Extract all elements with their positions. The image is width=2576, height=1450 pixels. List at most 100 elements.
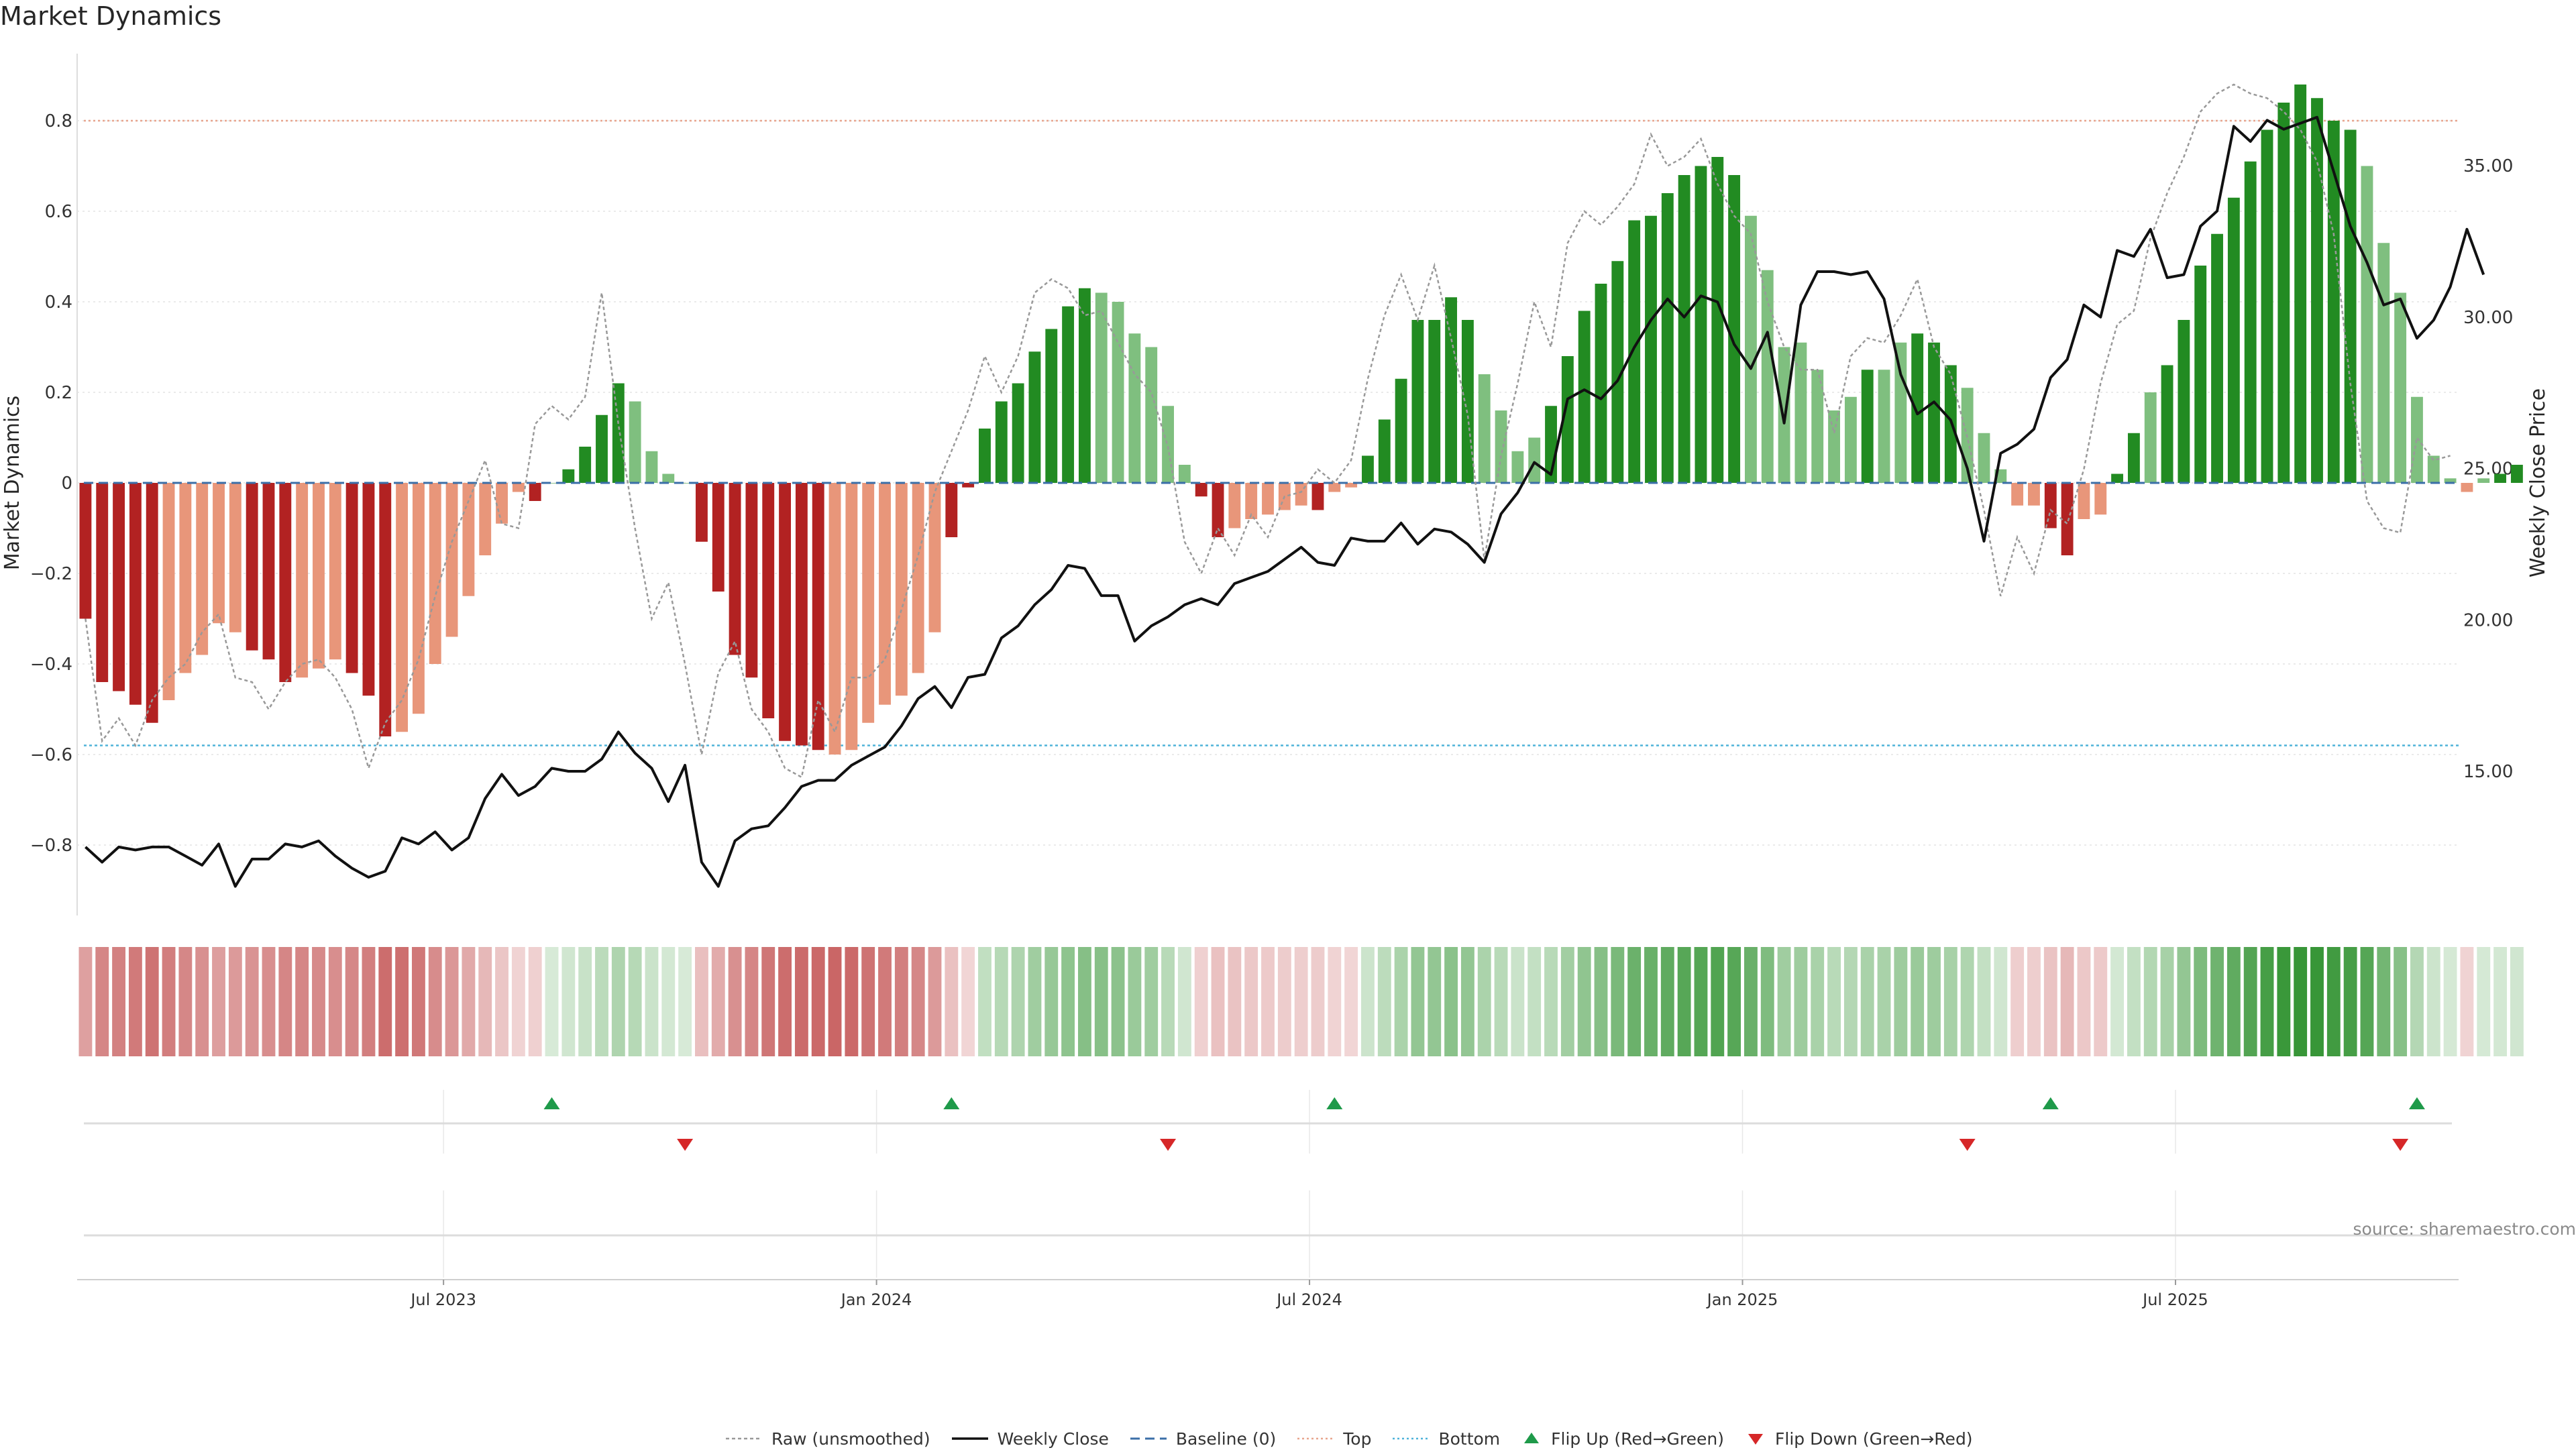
dynamics-bar (263, 483, 275, 659)
dynamics-bar (1328, 483, 1340, 492)
heat-strip-cell (1495, 947, 1508, 1056)
heat-strip-cell (1695, 947, 1708, 1056)
dynamics-bar (1845, 397, 1857, 483)
y-tick-label: −0.4 (30, 655, 72, 675)
heat-strip-cell (1744, 947, 1758, 1056)
dynamics-bar (1511, 451, 1523, 483)
dynamics-bar (712, 483, 724, 592)
heat-strip-cell (2210, 947, 2224, 1056)
y-axis-title: Market Dynamics (1, 396, 24, 571)
heat-strip-cell (2510, 947, 2524, 1056)
heat-strip-cell (1212, 947, 1225, 1056)
heat-strip-cell (2310, 947, 2324, 1056)
heat-strip-cell (1361, 947, 1375, 1056)
heat-strip-cell (1961, 947, 1974, 1056)
heat-strip-cell (1794, 947, 1807, 1056)
y-tick-label: 0.8 (45, 111, 72, 131)
heat-strip-cell (246, 947, 259, 1056)
heat-strip-cell (2460, 947, 2473, 1056)
heat-strip-cell (262, 947, 276, 1056)
heat-strip-cell (1944, 947, 1957, 1056)
flip-down-marker (1160, 1139, 1176, 1151)
dynamics-bar (163, 483, 175, 700)
legend-label-top: Top (1343, 1429, 1371, 1449)
heat-strip-cell (412, 947, 425, 1056)
heat-strip-cell (961, 947, 975, 1056)
heat-strip-cell (1461, 947, 1474, 1056)
heat-strip-cell (129, 947, 142, 1056)
dynamics-bar (1878, 370, 1890, 483)
dynamics-bar (396, 483, 408, 732)
heat-strip-cell (1328, 947, 1341, 1056)
heat-strip-cell (1595, 947, 1608, 1056)
dynamics-bar (1828, 410, 1840, 483)
heat-strip-cell (495, 947, 508, 1056)
dynamics-bar (1195, 483, 1208, 496)
legend-item-close: Weekly Close (951, 1429, 1109, 1449)
heat-strip-cell (878, 947, 892, 1056)
heat-strip-cell (895, 947, 908, 1056)
heat-strip-cell (212, 947, 225, 1056)
legend-item-baseline: Baseline (0) (1129, 1429, 1276, 1449)
heat-strip-cell (2161, 947, 2174, 1056)
dynamics-bar (1911, 333, 1923, 483)
heat-strip-cell (978, 947, 991, 1056)
dynamics-bar (796, 483, 808, 746)
y-tick-label: 0 (61, 473, 72, 494)
heat-strip-cell (2277, 947, 2290, 1056)
dynamics-bar (1079, 288, 1091, 483)
heat-strip-cell (1661, 947, 1674, 1056)
heat-strip-cell (1311, 947, 1325, 1056)
heat-strip-cell (1378, 947, 1391, 1056)
dynamics-bar (213, 483, 225, 623)
heat-strip-cell (2344, 947, 2357, 1056)
heat-strip-cell (1544, 947, 1558, 1056)
dynamics-bar (246, 483, 258, 651)
heat-strip-cell (1444, 947, 1458, 1056)
flip-down-marker (2392, 1139, 2408, 1151)
dynamics-bar (1894, 343, 1907, 483)
heat-strip-cell (1178, 947, 1191, 1056)
dynamics-bar (96, 483, 108, 682)
heat-strip-cell (1428, 947, 1441, 1056)
heat-strip-cell (1561, 947, 1574, 1056)
dynamics-bar (2194, 266, 2206, 483)
dynamics-bar (662, 474, 674, 484)
flip-down-marker (677, 1139, 693, 1151)
heat-strip-cell (845, 947, 858, 1056)
heat-strip-cell (2444, 947, 2457, 1056)
heat-strip-cell (445, 947, 459, 1056)
heat-strip-cell (1028, 947, 1042, 1056)
dynamics-bar (2011, 483, 2023, 506)
heat-strip-cell (2261, 947, 2274, 1056)
dynamics-bar (2477, 478, 2489, 483)
y-tick-label: −0.2 (30, 564, 72, 584)
heat-strip-cell (2227, 947, 2241, 1056)
heat-strip-cell (1112, 947, 1125, 1056)
dynamics-bar (1678, 175, 1690, 483)
heat-strip-cell (761, 947, 775, 1056)
y-tick-label: 0.2 (45, 383, 72, 403)
x-tick-label: Jul 2024 (1275, 1290, 1342, 1309)
heat-strip-cell (2410, 947, 2424, 1056)
heat-strip-cell (2027, 947, 2041, 1056)
heat-strip-cell (1894, 947, 1907, 1056)
dynamics-bar (896, 483, 908, 695)
dynamics-bar (1862, 370, 1874, 483)
legend-label-flip-down: Flip Down (Green→Red) (1775, 1429, 1973, 1449)
raw-series-line (85, 85, 2450, 777)
heat-strip-cell (595, 947, 608, 1056)
dynamics-bar (196, 483, 208, 655)
heat-strip-cell (629, 947, 642, 1056)
dynamics-bar (2111, 474, 2123, 484)
dynamics-bar (2178, 320, 2190, 483)
heat-strip-cell (1878, 947, 1891, 1056)
dynamics-bar (1445, 297, 1457, 483)
legend-label-close: Weekly Close (998, 1429, 1109, 1449)
heat-strip-cell (828, 947, 842, 1056)
y2-axis-title: Weekly Close Price (2526, 388, 2550, 577)
dynamics-bar (979, 429, 991, 483)
source-credit: source: sharemaestro.com (2353, 1219, 2576, 1239)
heat-strip-cell (378, 947, 392, 1056)
heat-strip-cell (1644, 947, 1658, 1056)
